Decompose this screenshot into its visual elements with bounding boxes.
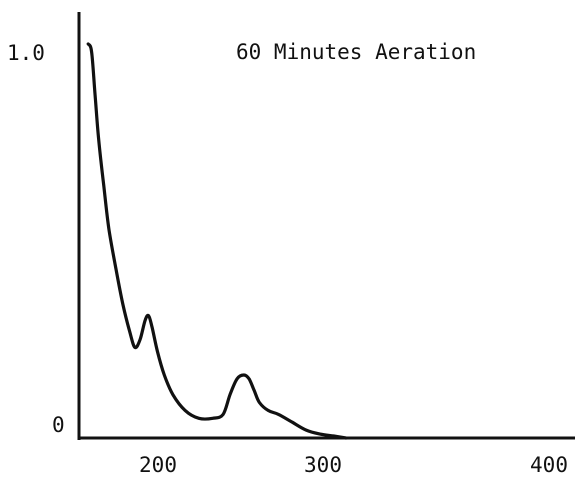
y-tick-label-1: 1.0 — [7, 41, 45, 65]
x-tick-label-400: 400 — [530, 453, 568, 477]
y-tick-label-0: 0 — [52, 413, 65, 437]
series-layer — [86, 42, 348, 440]
chart-title: 60 Minutes Aeration — [236, 40, 476, 64]
x-tick-label-200: 200 — [139, 453, 177, 477]
x-tick-label-300: 300 — [304, 453, 342, 477]
series-line-0 — [86, 42, 348, 440]
